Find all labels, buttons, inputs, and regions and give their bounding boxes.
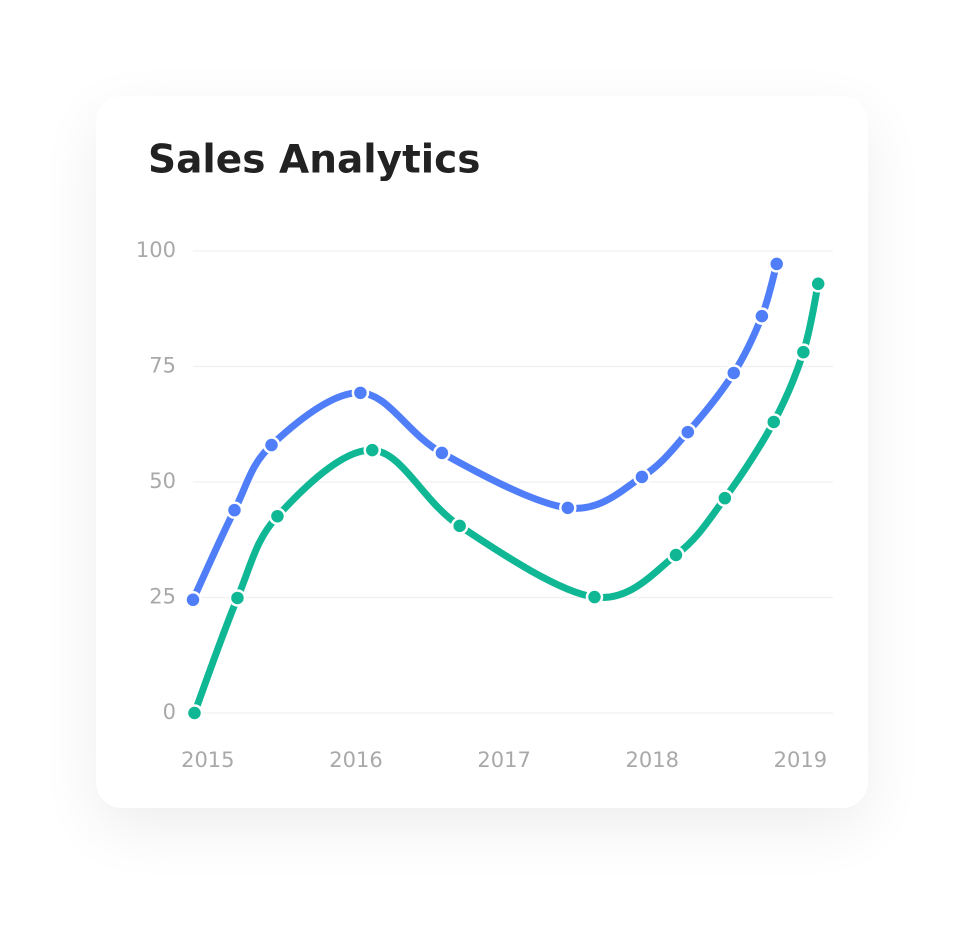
data-point	[559, 499, 577, 517]
data-point	[667, 546, 685, 564]
data-point	[809, 275, 827, 293]
data-point	[585, 588, 604, 606]
x-tick-label: 2015	[181, 748, 234, 772]
data-point	[450, 517, 469, 535]
data-point	[225, 501, 244, 519]
data-point	[184, 591, 202, 609]
data-point	[351, 384, 370, 402]
data-point	[433, 444, 451, 462]
data-point	[633, 468, 651, 486]
data-point	[363, 441, 382, 459]
data-point	[753, 307, 771, 325]
x-tick-label: 2018	[626, 748, 679, 772]
x-tick-label: 2017	[477, 748, 530, 772]
card	[96, 96, 868, 808]
data-point	[794, 343, 813, 361]
y-tick-label: 0	[163, 700, 176, 724]
chart-title: Sales Analytics	[148, 138, 480, 183]
y-tick-label: 100	[136, 238, 176, 262]
data-point	[262, 436, 281, 454]
data-point	[724, 364, 743, 382]
data-point	[185, 704, 204, 722]
y-tick-label: 50	[149, 469, 176, 493]
y-tick-label: 75	[149, 354, 176, 378]
y-tick-label: 25	[149, 585, 176, 609]
data-point	[767, 255, 786, 273]
data-point	[268, 507, 287, 525]
x-tick-label: 2016	[329, 748, 382, 772]
x-tick-label: 2019	[774, 748, 827, 772]
data-point	[679, 423, 697, 441]
data-point	[228, 589, 247, 607]
data-point	[764, 413, 783, 431]
data-point	[716, 489, 734, 507]
